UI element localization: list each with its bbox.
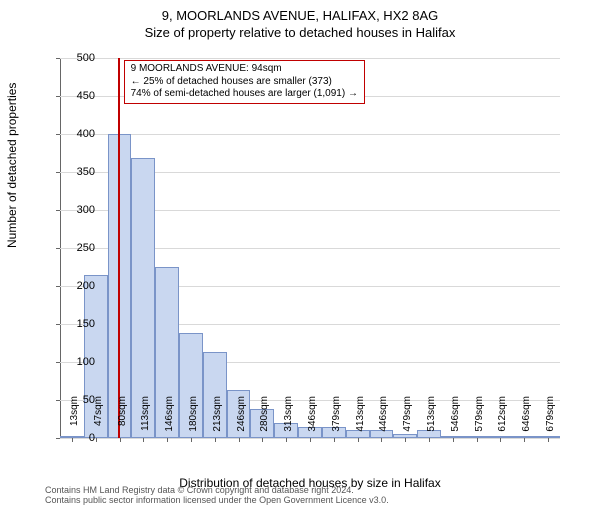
xtick-mark [477,438,478,442]
xtick-mark [215,438,216,442]
xtick-mark [239,438,240,442]
ytick-label: 400 [55,128,95,140]
chart-title-sub: Size of property relative to detached ho… [0,25,600,40]
ytick-label: 500 [55,52,95,64]
callout-line: ← 25% of detached houses are smaller (37… [131,76,358,89]
ytick-label: 100 [55,356,95,368]
grid-line [60,134,560,135]
grid-line [60,58,560,59]
xtick-mark [120,438,121,442]
footnote-line1: Contains HM Land Registry data © Crown c… [45,485,354,495]
callout-line: 74% of semi-detached houses are larger (… [131,88,358,101]
xtick-mark [143,438,144,442]
xtick-mark [262,438,263,442]
ytick-label: 350 [55,166,95,178]
xtick-mark [500,438,501,442]
xtick-mark [405,438,406,442]
chart-plot-area: 9 MOORLANDS AVENUE: 94sqm← 25% of detach… [60,58,560,438]
xtick-mark [96,438,97,442]
xtick-mark [453,438,454,442]
ytick-label: 200 [55,280,95,292]
ytick-label: 150 [55,318,95,330]
ytick-label: 0 [55,432,95,444]
xtick-mark [548,438,549,442]
footnote-text: Contains HM Land Registry data © Crown c… [45,486,389,506]
footnote-line2: Contains public sector information licen… [45,495,389,505]
xtick-mark [286,438,287,442]
chart-title-main: 9, MOORLANDS AVENUE, HALIFAX, HX2 8AG [0,8,600,23]
xtick-mark [524,438,525,442]
ytick-label: 300 [55,204,95,216]
xtick-mark [429,438,430,442]
xtick-mark [191,438,192,442]
xtick-mark [310,438,311,442]
xtick-mark [381,438,382,442]
y-axis-label: Number of detached properties [5,83,19,248]
callout-box: 9 MOORLANDS AVENUE: 94sqm← 25% of detach… [124,60,365,104]
xtick-mark [334,438,335,442]
callout-line: 9 MOORLANDS AVENUE: 94sqm [131,63,358,76]
reference-line [118,58,120,438]
xtick-mark [358,438,359,442]
xtick-mark [167,438,168,442]
ytick-label: 450 [55,90,95,102]
ytick-label: 250 [55,242,95,254]
